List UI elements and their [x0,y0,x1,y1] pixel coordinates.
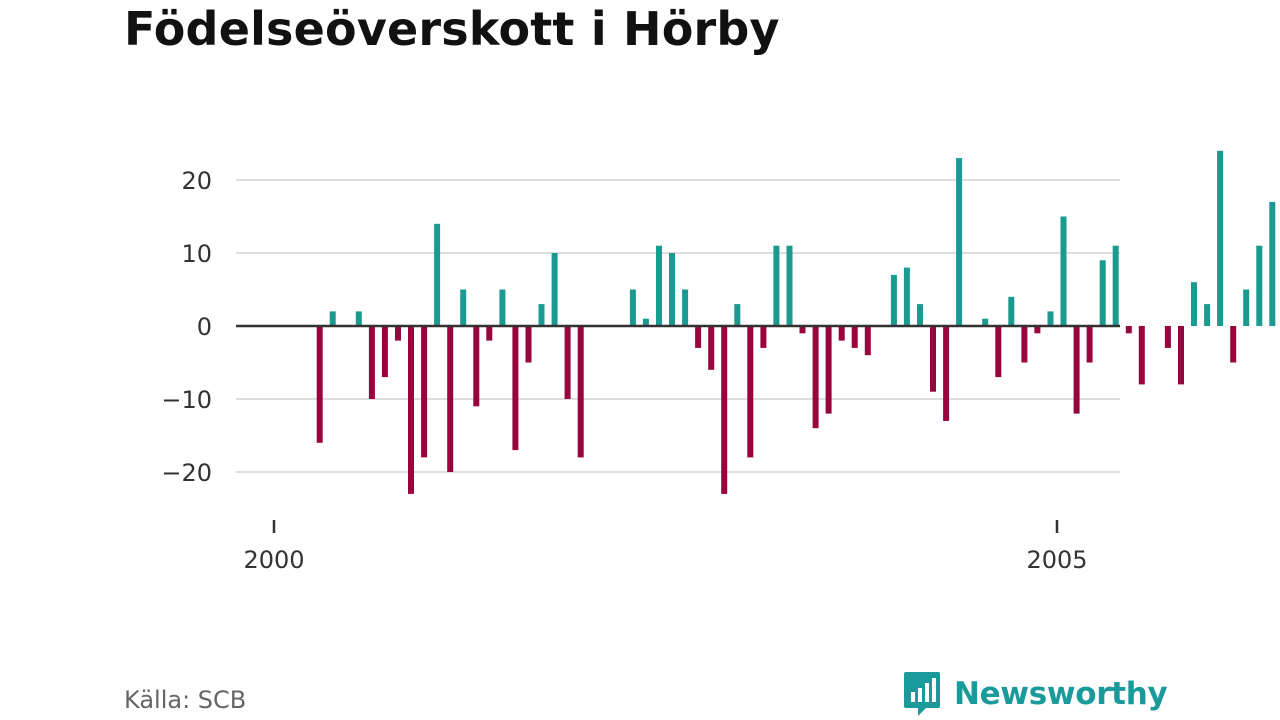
bar [851,326,858,348]
bar [447,326,454,472]
bar [890,274,897,326]
bar [982,318,989,326]
brand-name: Newsworthy [954,676,1168,712]
bar [1008,296,1015,326]
bar [1125,326,1132,334]
bars [316,150,1276,494]
bar [734,304,741,326]
bar [786,245,793,326]
bar [1060,216,1067,326]
bar [1178,326,1184,385]
bar [499,289,506,326]
bar [381,326,388,378]
bar [1191,282,1197,326]
bar [747,326,754,458]
bar [930,326,936,392]
bar [943,326,950,421]
bar [1086,326,1093,363]
bar [917,304,923,326]
bar [525,326,532,363]
bar [760,326,767,348]
bar [1073,326,1080,414]
bar [1243,289,1250,326]
bar [838,326,845,341]
y-tick-label: −20 [161,459,212,487]
grid-lines [236,179,1120,473]
bar [564,326,571,399]
brand-logo[interactable]: Newsworthy [902,670,1168,718]
bar [1112,245,1119,326]
bar [682,289,689,326]
bar [486,326,493,341]
bar [1217,150,1224,326]
bar [355,311,362,326]
bar [577,326,584,458]
bar [551,253,558,326]
bar [721,326,728,494]
bar [1204,304,1211,326]
newsworthy-logo-icon [904,672,940,716]
bar [1138,326,1145,385]
bar [1230,326,1237,363]
y-tick-label: 10 [181,240,212,268]
bar [473,326,480,407]
bar [1021,326,1028,363]
bar [995,326,1002,378]
bar [329,311,336,326]
bar [812,326,819,429]
bar [629,289,636,326]
bar [773,245,780,326]
bar [708,326,715,370]
x-tick-label: 2005 [1026,546,1087,574]
bar [864,326,871,356]
bar [316,326,323,443]
bar [799,326,806,334]
source-note: Källa: SCB [124,686,247,714]
bar [1099,260,1106,326]
bar [642,318,649,326]
bar [434,223,441,326]
bar [512,326,519,451]
bar [538,304,545,326]
y-tick-label: −10 [161,386,212,414]
y-tick-label: 0 [197,313,212,341]
bar [1269,201,1276,326]
x-tick-label: 2000 [243,546,304,574]
bar [421,326,428,458]
bar [669,253,675,326]
x-axis: 200020052010201520202025 [243,520,1088,574]
bar [656,245,662,326]
y-tick-label: 20 [181,167,212,195]
bar [1256,245,1263,326]
bar [460,289,467,326]
y-axis: 20 10 0 −10 −20 [161,167,212,487]
bar [1034,326,1041,334]
bar [1047,311,1054,326]
bar [395,326,401,341]
bar [695,326,702,348]
bar [825,326,832,414]
chart-title: Födelseöverskott i Hörby [124,2,780,56]
bar [1164,326,1171,348]
bar [956,158,963,326]
bar [903,267,910,326]
bar [408,326,414,494]
bar [368,326,375,399]
